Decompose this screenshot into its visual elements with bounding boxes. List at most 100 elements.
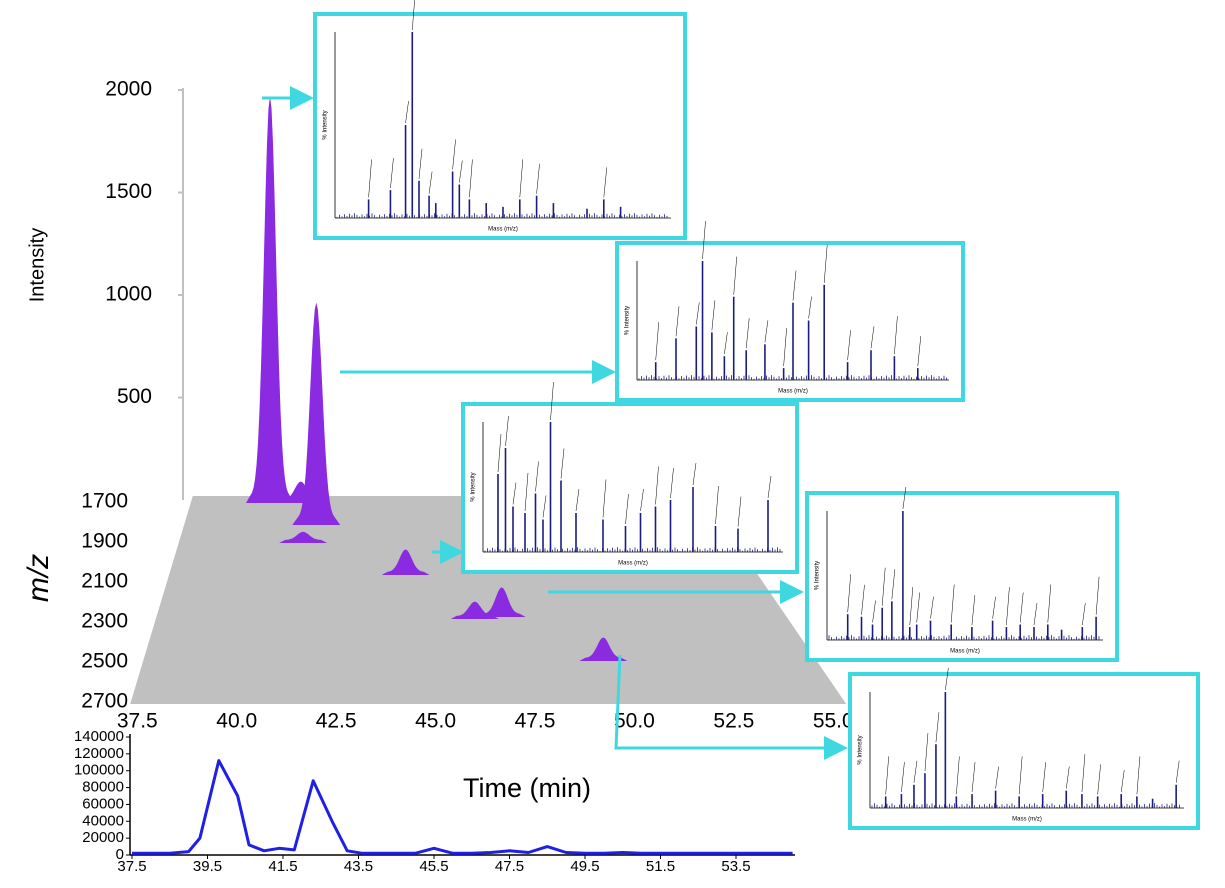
- peak-callout: [535, 461, 539, 492]
- peak-callout: [715, 485, 719, 525]
- x-tick-label: 55.0: [813, 710, 854, 733]
- inset-y-label: % Intensity: [815, 561, 821, 590]
- spectra-insets: Mass (m/z) % Intensity Mass (m/z) % Intensi…: [313, 0, 1200, 830]
- peak-callout: [675, 306, 680, 337]
- peak-callout: [930, 596, 934, 619]
- peak-callout: [505, 415, 509, 447]
- y-tick-label: 2000: [105, 78, 152, 101]
- z-tick-label: 1700: [81, 490, 128, 513]
- peak-callout: [702, 220, 706, 260]
- inset-frame: [615, 241, 965, 402]
- inset-x-label: Mass (m/z): [618, 561, 648, 567]
- y-tick-label: 140000: [74, 728, 124, 745]
- peak-callout: [917, 336, 922, 367]
- peak-callout: [1042, 762, 1046, 793]
- x-tick-label: 40.0: [216, 710, 257, 733]
- inset-frame: [848, 672, 1200, 830]
- peak-callout: [992, 596, 996, 619]
- peak: [381, 549, 430, 575]
- x-tick-label: 45.0: [415, 710, 456, 733]
- peak-callout: [418, 148, 423, 179]
- peak: [292, 302, 341, 525]
- peak-callout: [711, 300, 716, 331]
- peak-callout: [368, 159, 372, 198]
- peak-callout: [783, 328, 787, 367]
- y-tick-label: 100000: [74, 762, 124, 779]
- inset-y-label: % Intensity: [858, 735, 864, 764]
- y-tick-label: 80000: [82, 779, 124, 796]
- peak-callout: [902, 486, 907, 510]
- peak-callout: [971, 762, 976, 793]
- peak-callout: [847, 330, 851, 361]
- z-tick-label: 2100: [81, 570, 128, 593]
- x-tick-label: 45.5: [419, 858, 448, 875]
- x-tick-label: 37.5: [117, 858, 146, 875]
- peak-callout: [428, 171, 433, 194]
- inset-frame: [461, 402, 799, 574]
- peak-callout: [542, 495, 547, 518]
- inset-y-label: % Intensity: [471, 472, 477, 501]
- spectrum-inset: Mass (m/z) % Intensity: [615, 220, 965, 402]
- peak-callout: [497, 433, 502, 473]
- peak-callout: [512, 482, 517, 505]
- z-axis-label: m/z: [22, 554, 55, 602]
- spectrum-inset: Mass (m/z) % Intensity: [805, 486, 1119, 662]
- peak-callout: [536, 163, 540, 194]
- peak-callout: [692, 462, 697, 486]
- peak-callout: [1047, 584, 1052, 623]
- spectrum-inset: Mass (m/z) % Intensity: [848, 667, 1200, 830]
- y-tick-label: 0: [116, 846, 124, 863]
- peak-callout: [655, 322, 659, 361]
- x-tick-label: 42.5: [316, 710, 357, 733]
- y-tick-label: 1500: [105, 180, 152, 203]
- peak-callout: [602, 479, 607, 518]
- z-tick-label: 1900: [81, 530, 128, 553]
- peak-callout: [995, 766, 999, 789]
- peak-callout: [452, 139, 456, 170]
- peak-callout: [524, 472, 529, 512]
- z-tick-label: 2300: [81, 610, 128, 633]
- peak-callout: [1033, 603, 1038, 626]
- peak-callout: [405, 100, 409, 124]
- peak-callout: [913, 760, 918, 783]
- peak-callout: [1019, 592, 1024, 623]
- inset-noise: [828, 635, 1100, 640]
- peak: [477, 587, 526, 617]
- x-tick-label: 53.5: [721, 858, 750, 875]
- peak-callout: [823, 244, 828, 283]
- peak-callout: [412, 0, 415, 31]
- peak-callout: [390, 158, 394, 189]
- peak-callout: [861, 584, 865, 615]
- peak: [579, 637, 628, 661]
- peak-callout: [1095, 576, 1100, 615]
- peak-callout: [950, 584, 955, 623]
- x-tick-label: 49.5: [570, 858, 599, 875]
- series-line: [132, 759, 793, 855]
- peak-callout: [935, 712, 940, 743]
- x-tick-label: 39.5: [193, 858, 222, 875]
- x-tick-label: 43.5: [344, 858, 373, 875]
- x-tick-label: 41.5: [268, 858, 297, 875]
- peak-callout: [808, 296, 812, 319]
- arrows: [262, 86, 848, 760]
- x-tick-label: 50.0: [614, 710, 655, 733]
- peak-callout: [640, 488, 644, 512]
- peak-callout: [1097, 764, 1101, 795]
- x-tick-label: 47.5: [495, 858, 524, 875]
- peak-callout: [945, 667, 949, 691]
- peak-callout: [764, 320, 769, 343]
- inset-x-label: Mass (m/z): [778, 389, 808, 395]
- inset-y-label: % Intensity: [625, 306, 631, 335]
- inset-x-label: Mass (m/z): [950, 649, 980, 655]
- peak-callout: [1081, 754, 1086, 793]
- peak-callout: [745, 318, 750, 349]
- x-axis-label: Time (min): [463, 773, 591, 803]
- x-tick-label: 52.5: [713, 710, 754, 733]
- peak-callout: [909, 587, 914, 626]
- peak-callout: [924, 733, 929, 772]
- z-tick-label: 2700: [81, 690, 128, 713]
- peak-callout: [1006, 587, 1010, 626]
- peak-callout: [1066, 766, 1070, 789]
- peak-callout: [737, 496, 742, 527]
